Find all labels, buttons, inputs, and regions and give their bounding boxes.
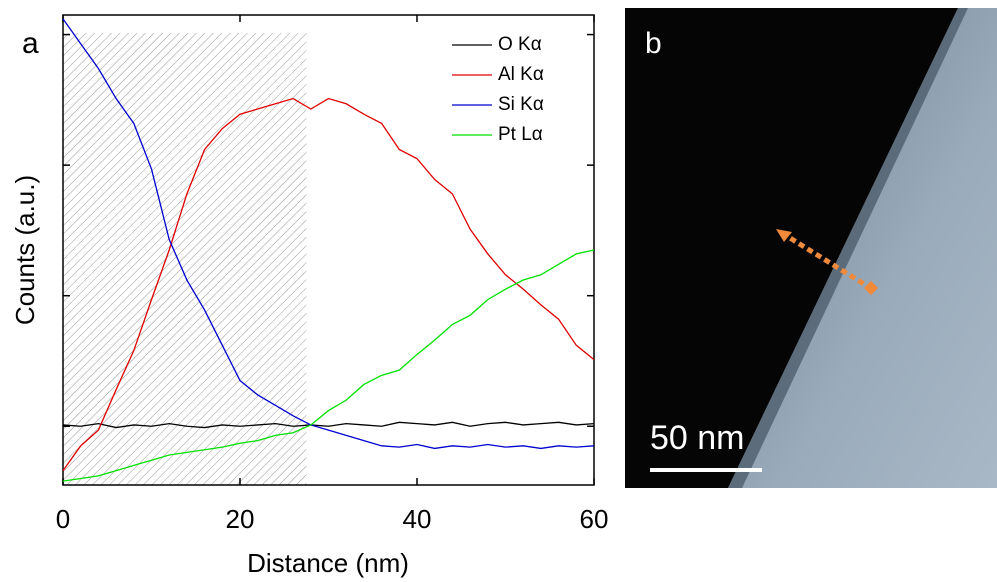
- interface-layer: [728, 8, 968, 488]
- highlight-region: [63, 33, 307, 485]
- data-line: [62, 97, 595, 472]
- scale-bar-label: 50 nm: [650, 419, 745, 457]
- data-line: [62, 249, 595, 482]
- x-tick-label: 20: [226, 504, 255, 534]
- image-panel: b 50 nm: [625, 8, 997, 488]
- y-axis-label: Counts (a.u.): [10, 175, 40, 325]
- x-axis-label: Distance (nm): [247, 548, 409, 578]
- panel-label: b: [645, 27, 662, 60]
- legend-label: O Kα: [498, 34, 542, 55]
- x-tick-label: 0: [56, 504, 70, 534]
- data-line: [62, 421, 595, 429]
- arrow-end: [863, 280, 879, 296]
- legend-label: Pt Lα: [498, 124, 543, 145]
- x-tick-label: 60: [580, 504, 609, 534]
- arrow-head: [776, 229, 792, 242]
- legend-label: Al Kα: [498, 64, 544, 85]
- panel-label: a: [22, 27, 39, 60]
- x-tick-label: 40: [403, 504, 432, 534]
- scan-arrow: [780, 230, 874, 292]
- legend-label: Si Kα: [498, 94, 544, 115]
- data-line: [62, 18, 595, 450]
- plot-area: 0 20 40 60 O Kα Al Kα Si Kα Pt Lα: [56, 14, 609, 534]
